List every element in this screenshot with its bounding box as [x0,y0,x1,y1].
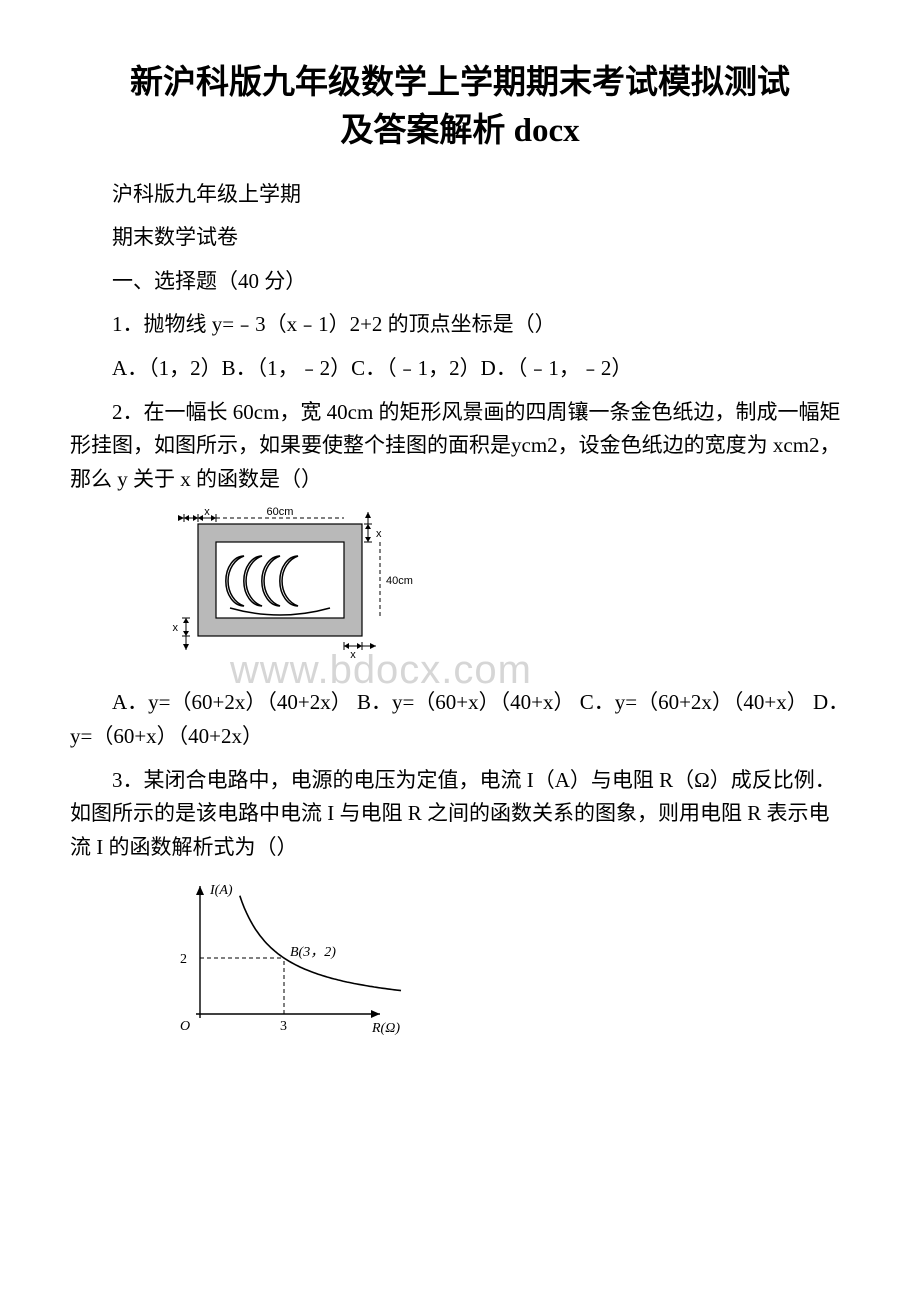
svg-text:B(3，2): B(3，2) [290,945,336,960]
svg-text:40cm: 40cm [386,575,413,587]
subtitle-2: 期末数学试卷 [70,221,850,255]
svg-text:x: x [173,622,179,634]
question-2-options: A．y=（60+2x）（40+2x） B．y=（60+x）（40+x） C．y=… [70,686,850,753]
question-2: 2．在一幅长 60cm，宽 40cm 的矩形风景画的四周镶一条金色纸边，制成一幅… [70,396,850,497]
figure-1: 60cm 40cm x x x x [160,506,850,676]
figure-1-svg: 60cm 40cm x x x x [160,506,420,676]
svg-text:O: O [180,1019,190,1034]
section-heading: 一、选择题（40 分） [70,265,850,299]
svg-text:2: 2 [180,952,187,967]
svg-text:x: x [376,528,382,540]
title-line-1: 新沪科版九年级数学上学期期末考试模拟测试 [130,65,790,101]
svg-text:R(Ω): R(Ω) [371,1021,400,1036]
svg-text:I(A): I(A) [209,883,233,898]
svg-text:x: x [204,506,210,518]
subtitle-1: 沪科版九年级上学期 [70,178,850,212]
question-1-options: A．（1，2）B．（1，﹣2）C．（﹣1，2）D．（﹣1，﹣2） [70,352,850,386]
document-title: 新沪科版九年级数学上学期期末考试模拟测试 及答案解析 docx [70,60,850,156]
figure-2-svg: 2 3 O B(3，2) I(A) R(Ω) [160,874,420,1044]
question-3: 3．某闭合电路中，电源的电压为定值，电流 I（A）与电阻 R（Ω）成反比例．如图… [70,764,850,865]
figure-2: 2 3 O B(3，2) I(A) R(Ω) [160,874,850,1044]
title-line-2: 及答案解析 docx [340,113,579,149]
question-1: 1．抛物线 y=﹣3（x﹣1）2+2 的顶点坐标是（） [70,308,850,342]
svg-text:3: 3 [280,1019,287,1034]
svg-text:x: x [350,649,356,661]
svg-text:60cm: 60cm [267,506,294,518]
